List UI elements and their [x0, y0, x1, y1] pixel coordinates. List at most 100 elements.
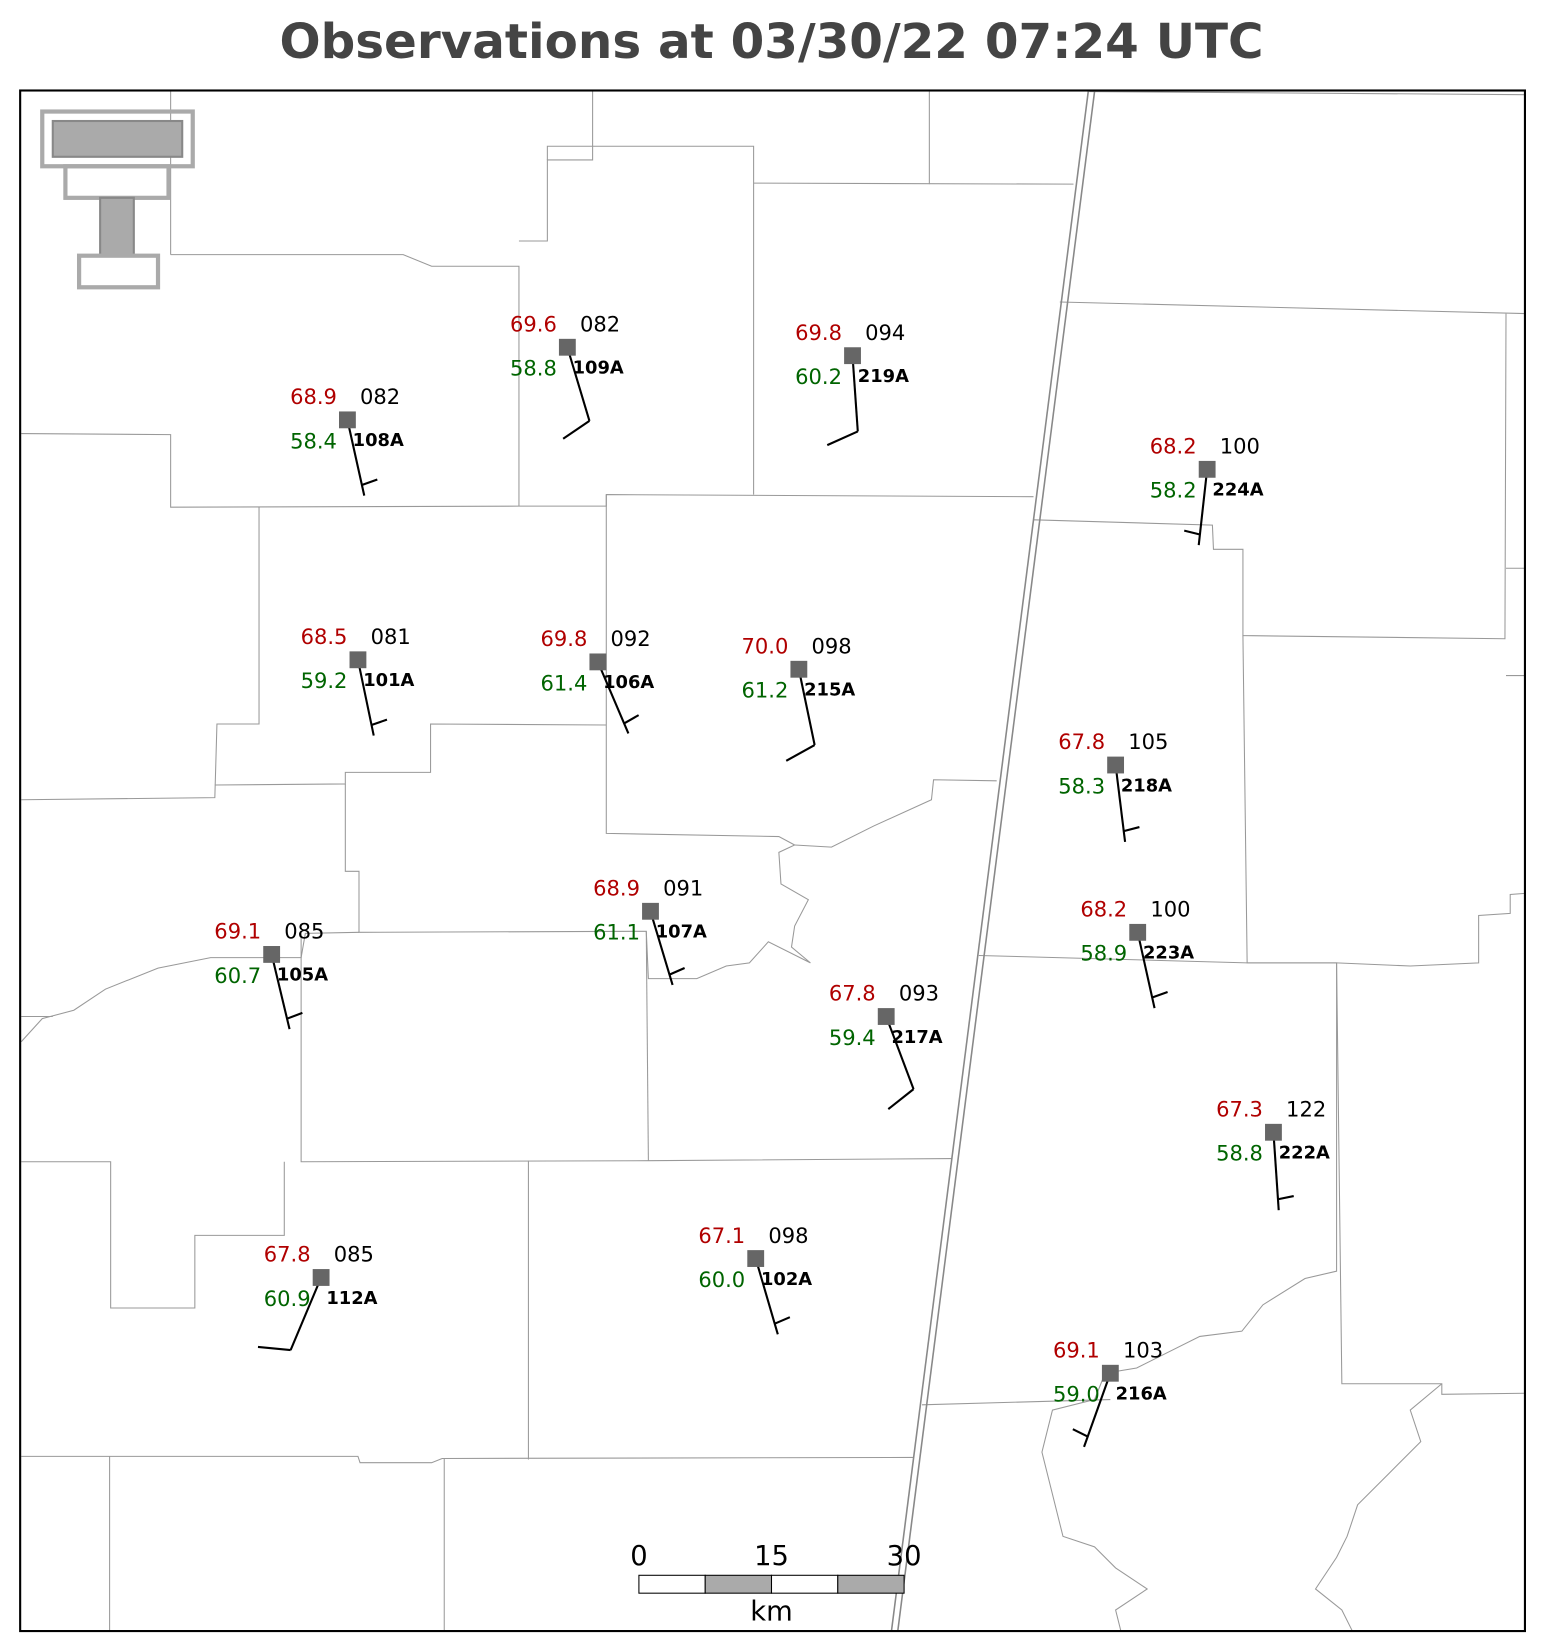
- wind-barb-flag: [361, 478, 378, 487]
- temperature: 69.1: [214, 919, 261, 944]
- station-marker: [1129, 923, 1147, 941]
- station-id: 108A: [353, 430, 404, 451]
- map-frame: [19, 89, 1526, 1633]
- temperature: 68.2: [1080, 897, 1127, 922]
- wind-barb: [356, 659, 375, 736]
- station-marker: [747, 1250, 765, 1267]
- temperature: 67.3: [1216, 1096, 1263, 1121]
- wind-barb-flag: [257, 1345, 291, 1352]
- wind-barb-flag: [785, 744, 816, 762]
- pressure: 122: [1286, 1096, 1326, 1121]
- pressure: 100: [1150, 897, 1190, 922]
- pressure: 082: [580, 311, 620, 336]
- wind-barb: [346, 419, 366, 496]
- wind-barb-flag: [887, 1088, 915, 1110]
- wind-barb: [885, 1016, 915, 1090]
- wind-barb-flag: [1123, 826, 1140, 833]
- station-id: 106A: [603, 672, 654, 693]
- scale-bar: 0 15 30 km: [630, 1541, 921, 1628]
- county-lines: [20, 91, 1525, 1632]
- wind-barb-flag: [1072, 1428, 1089, 1438]
- wind-barb: [596, 661, 630, 734]
- wind-barb-flag: [623, 714, 640, 725]
- station-marker: [1101, 1364, 1119, 1382]
- station-marker: [1265, 1123, 1282, 1141]
- station-id: 107A: [656, 922, 707, 943]
- station-marker: [589, 653, 607, 671]
- pressure: 085: [334, 1242, 374, 1267]
- wind-barb: [1083, 1372, 1112, 1448]
- pressure: 092: [610, 626, 650, 651]
- pressure: 091: [663, 876, 703, 901]
- scale-label: 15: [754, 1541, 789, 1572]
- wind-barb: [1197, 469, 1209, 546]
- dewpoint: 60.0: [698, 1267, 745, 1292]
- dewpoint: 60.7: [214, 963, 261, 988]
- dewpoint: 60.9: [264, 1286, 311, 1311]
- wind-barb-flag: [286, 1011, 303, 1020]
- temperature: 68.9: [290, 384, 337, 409]
- title: Observations at 03/30/22 07:24 UTC: [279, 14, 1263, 70]
- pressure: 081: [371, 624, 411, 649]
- station-marker: [558, 338, 576, 356]
- pressure: 103: [1123, 1337, 1163, 1362]
- dewpoint: 59.0: [1053, 1382, 1100, 1407]
- dewpoint: 58.8: [510, 356, 557, 381]
- pressure: 105: [1128, 729, 1168, 754]
- wind-barb-flag: [1183, 529, 1201, 536]
- station-marker: [312, 1269, 330, 1286]
- station-marker: [877, 1008, 895, 1025]
- dewpoint: 59.2: [301, 668, 348, 693]
- station-id: 218A: [1121, 775, 1172, 796]
- pressure: 098: [768, 1223, 808, 1248]
- pressure: 098: [811, 633, 851, 658]
- temperature: 68.9: [593, 876, 640, 901]
- station-marker: [790, 660, 808, 678]
- temperature: 70.0: [742, 633, 789, 658]
- wind-barb-flag: [774, 1316, 791, 1325]
- wind-barb-flag: [1277, 1195, 1294, 1201]
- dewpoint: 59.4: [829, 1025, 876, 1050]
- pressure: 085: [284, 919, 324, 944]
- dewpoint: 58.9: [1080, 941, 1127, 966]
- temperature: 67.8: [264, 1242, 311, 1267]
- dewpoint: 61.1: [593, 920, 640, 945]
- scale-label: 30: [887, 1541, 922, 1572]
- wind-barb-flag: [1151, 990, 1168, 999]
- wind-barb: [289, 1277, 323, 1351]
- wind-barb: [270, 954, 291, 1030]
- dewpoint: 61.2: [742, 678, 789, 703]
- temperature: 69.8: [541, 626, 588, 651]
- temperature: 67.8: [829, 981, 876, 1006]
- wind-barb: [1272, 1132, 1280, 1211]
- temperature: 67.8: [1058, 729, 1105, 754]
- station-id: 109A: [573, 358, 624, 379]
- station-id: 223A: [1143, 943, 1194, 964]
- temperature: 69.1: [1053, 1337, 1100, 1362]
- wind-barb-flag: [669, 967, 686, 976]
- dewpoint: 61.4: [541, 670, 588, 695]
- station-id: 215A: [804, 680, 855, 701]
- station-id: 102A: [761, 1269, 812, 1290]
- station-id: 112A: [326, 1288, 377, 1309]
- station-marker: [339, 411, 356, 429]
- station-marker: [1107, 756, 1125, 774]
- wind-barb: [649, 910, 674, 986]
- scale-unit: km: [750, 1597, 792, 1628]
- wind-barb: [1136, 932, 1156, 1009]
- wind-barb: [797, 669, 816, 746]
- wind-barb: [1114, 764, 1127, 842]
- temperature: 67.1: [698, 1223, 745, 1248]
- pressure: 094: [865, 320, 905, 345]
- station-marker: [263, 946, 281, 963]
- pressure: 100: [1220, 434, 1260, 459]
- scale-label: 0: [630, 1541, 647, 1572]
- wind-barb: [566, 346, 591, 422]
- wind-barb-flag: [371, 718, 388, 726]
- temperature: 68.5: [301, 624, 348, 649]
- station-marker: [642, 902, 659, 920]
- station-id: 219A: [858, 366, 909, 387]
- wind-barb: [851, 355, 859, 432]
- wind-barb-flag: [826, 430, 859, 447]
